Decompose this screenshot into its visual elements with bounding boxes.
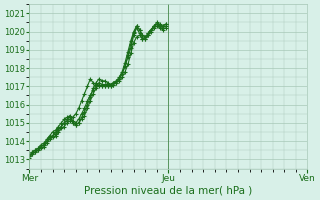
- X-axis label: Pression niveau de la mer( hPa ): Pression niveau de la mer( hPa ): [84, 186, 252, 196]
